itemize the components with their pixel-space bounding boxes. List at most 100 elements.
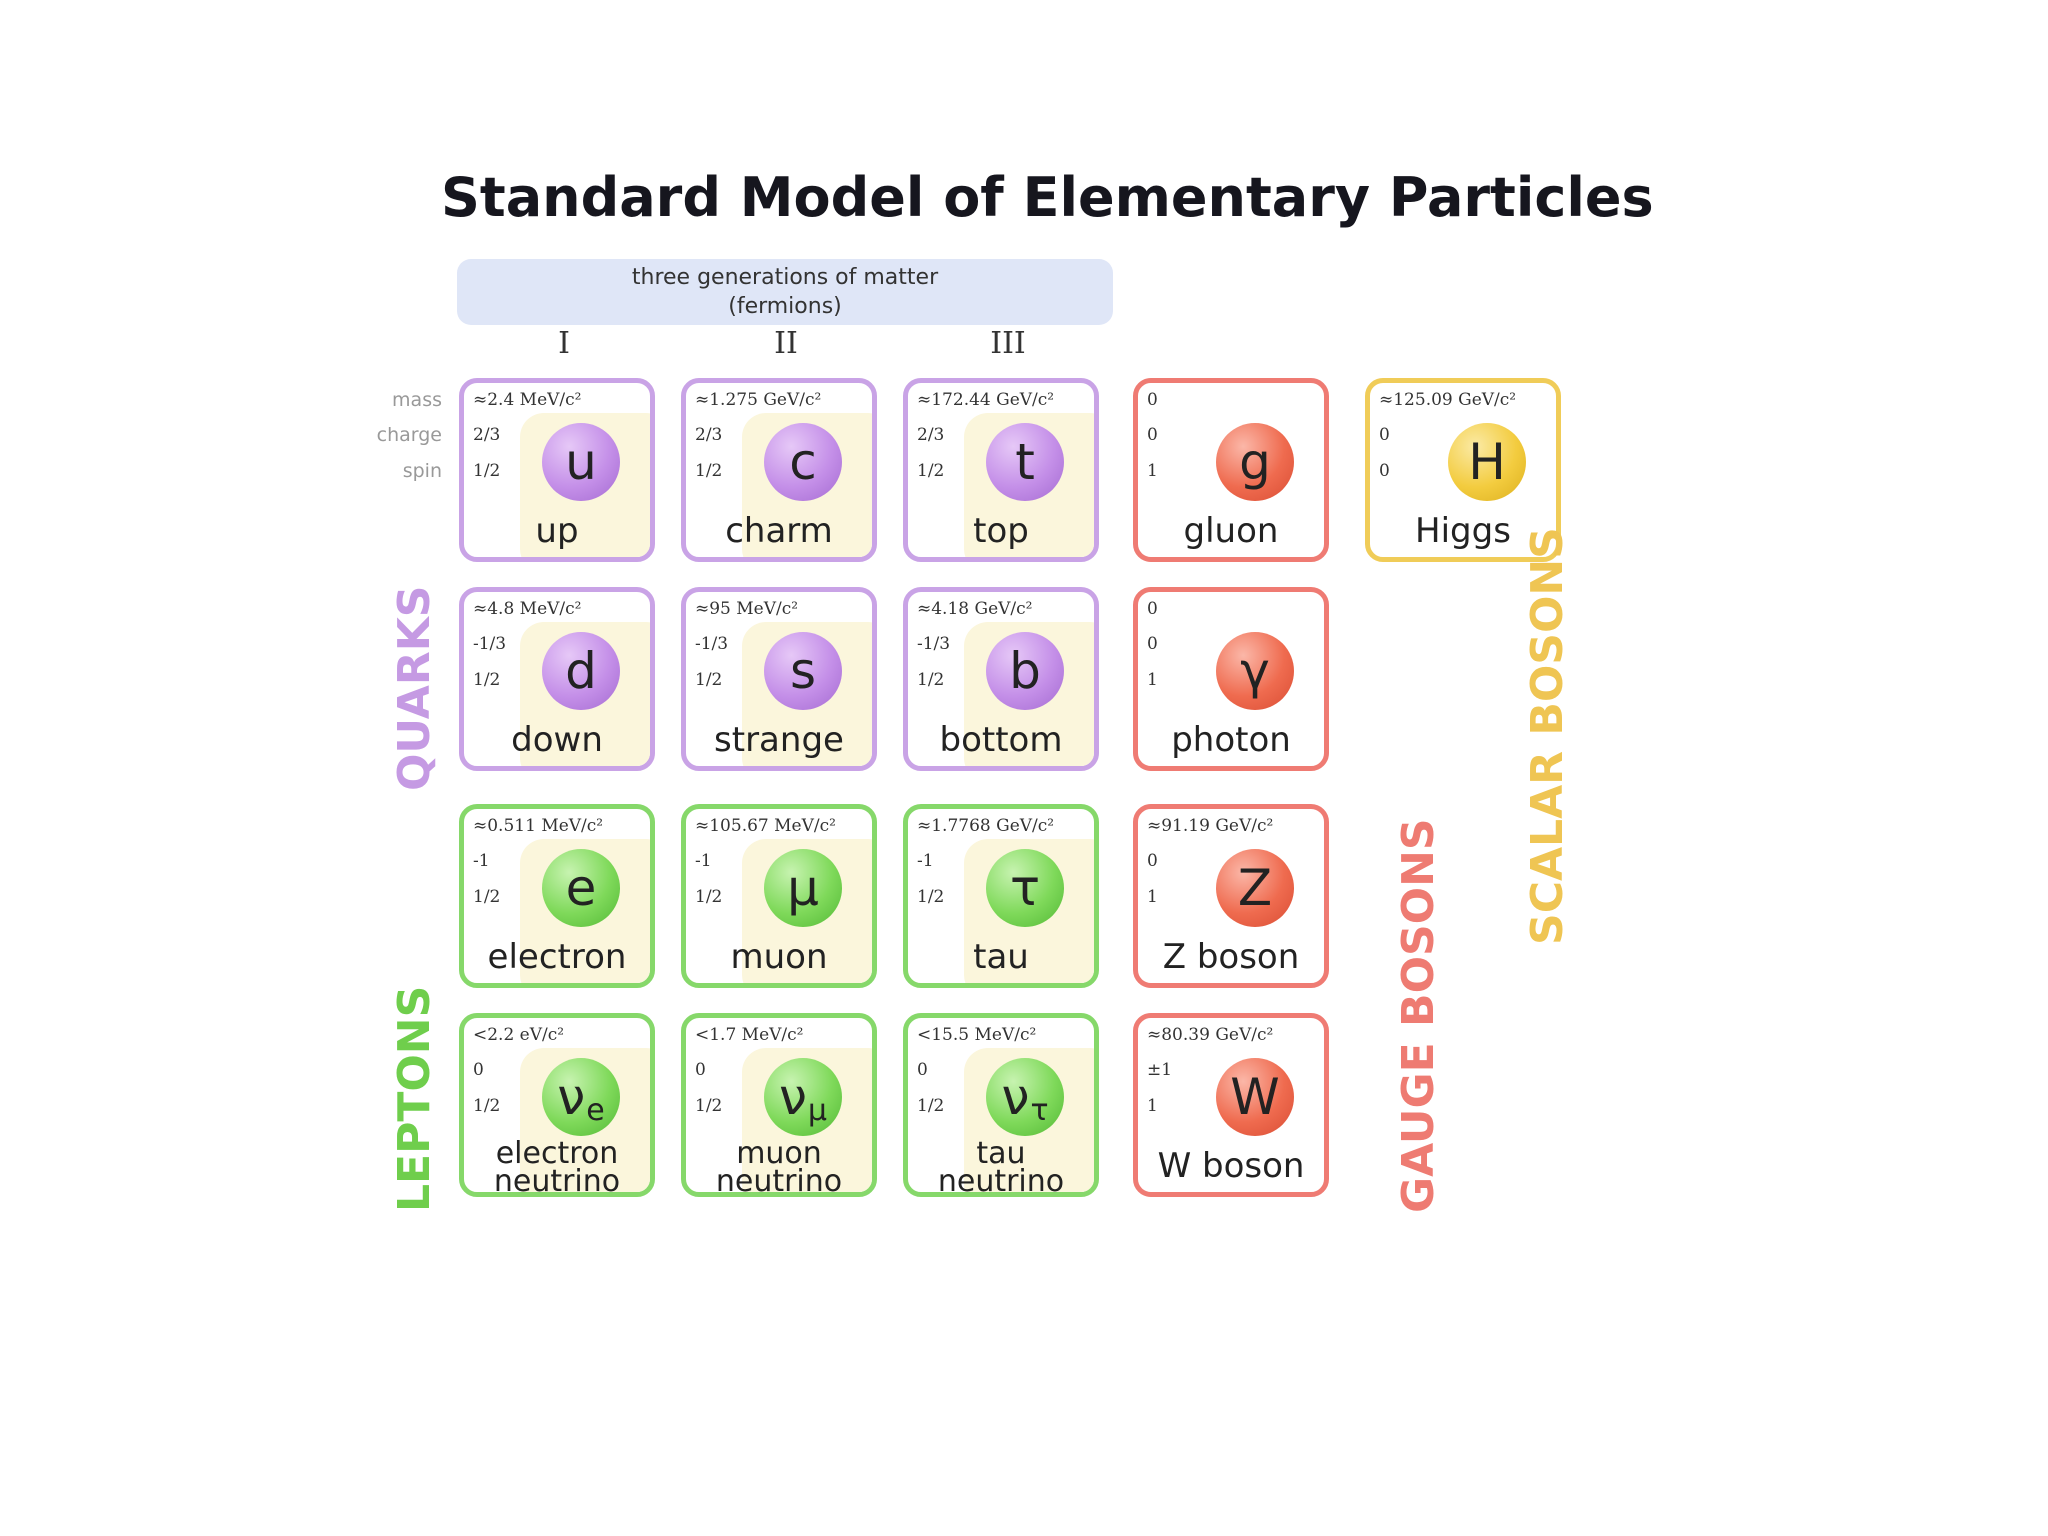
particle-charge: 0	[1147, 634, 1158, 654]
particle-name: W boson	[1157, 1146, 1305, 1186]
particle-card-z-boson: ≈91.19 GeV/c² 0 1 Z Z boson	[1133, 804, 1329, 988]
particle-charge: 0	[473, 1060, 484, 1080]
particle-charge: 0	[917, 1060, 928, 1080]
particle-mass: ≈4.8 MeV/c²	[473, 599, 582, 619]
symbol-subscript: τ	[1030, 1092, 1049, 1128]
particle-charge: -1/3	[473, 634, 507, 654]
particle-spin: 1/2	[917, 887, 945, 907]
particle-symbol: γ	[1216, 632, 1294, 710]
particle-card-higgs: ≈125.09 GeV/c² 0 0 H Higgs	[1365, 378, 1561, 562]
generations-banner: three generations of matter (fermions)	[457, 259, 1113, 325]
particle-spin: 1	[1147, 887, 1158, 907]
particle-name-line1: muon	[736, 1136, 822, 1171]
particle-name: gluon	[1183, 511, 1279, 551]
particle-mass: 0	[1147, 390, 1158, 410]
particle-symbol: u	[542, 423, 620, 501]
particle-mass: ≈125.09 GeV/c²	[1379, 390, 1517, 410]
particle-charge: -1	[473, 851, 490, 871]
particle-name: photon	[1171, 720, 1291, 760]
particle-mass: ≈80.39 GeV/c²	[1147, 1025, 1274, 1045]
legend-spin: spin	[402, 460, 442, 482]
symbol-text: H	[1468, 433, 1506, 491]
generation-numeral-3: III	[990, 326, 1026, 361]
particle-mass: ≈172.44 GeV/c²	[917, 390, 1055, 410]
particle-card-top: ≈172.44 GeV/c² 2/3 1/2 t top	[903, 378, 1099, 562]
legend-charge: charge	[376, 424, 442, 446]
particle-name-line2: neutrino	[493, 1164, 621, 1197]
symbol-text: ν	[557, 1068, 586, 1126]
particle-charge: -1/3	[917, 634, 951, 654]
particle-card-up: ≈2.4 MeV/c² 2/3 1/2 u up	[459, 378, 655, 562]
particle-name: down	[511, 720, 603, 760]
symbol-text: Z	[1237, 859, 1273, 917]
group-label-scalar-bosons: SCALAR BOSONS	[1522, 527, 1573, 945]
particle-charge: -1/3	[695, 634, 729, 654]
symbol-text: u	[565, 433, 597, 491]
particle-spin: 1/2	[695, 887, 723, 907]
group-label-leptons: LEPTONS	[389, 985, 440, 1212]
particle-symbol: t	[986, 423, 1064, 501]
particle-name: muon neutrino	[686, 1139, 872, 1197]
particle-spin: 1/2	[695, 1096, 723, 1116]
particle-spin: 1/2	[695, 461, 723, 481]
symbol-subscript: e	[586, 1092, 605, 1128]
symbol-text: g	[1239, 433, 1271, 491]
particle-name-line1: tau	[976, 1136, 1026, 1171]
particle-mass: <1.7 MeV/c²	[695, 1025, 804, 1045]
particle-mass: ≈4.18 GeV/c²	[917, 599, 1033, 619]
particle-charge: 0	[1147, 851, 1158, 871]
particle-spin: 1/2	[695, 670, 723, 690]
symbol-text: c	[789, 433, 817, 491]
particle-symbol: τ	[986, 849, 1064, 927]
particle-name: Z boson	[1162, 937, 1300, 977]
particle-card-tau: ≈1.7768 GeV/c² -1 1/2 τ tau	[903, 804, 1099, 988]
particle-mass: ≈91.19 GeV/c²	[1147, 816, 1274, 836]
particle-charge: 2/3	[917, 425, 945, 445]
symbol-text: ν	[778, 1068, 807, 1126]
particle-spin: 0	[1379, 461, 1390, 481]
particle-card-down: ≈4.8 MeV/c² -1/3 1/2 d down	[459, 587, 655, 771]
symbol-text: b	[1009, 642, 1041, 700]
particle-symbol: c	[764, 423, 842, 501]
particle-spin: 1/2	[917, 461, 945, 481]
group-label-quarks: QUARKS	[389, 585, 440, 792]
symbol-text: γ	[1240, 642, 1270, 700]
particle-mass: <2.2 eV/c²	[473, 1025, 565, 1045]
particle-name: tau neutrino	[908, 1139, 1094, 1197]
symbol-text: τ	[1009, 859, 1041, 917]
particle-mass: ≈1.7768 GeV/c²	[917, 816, 1055, 836]
symbol-text: d	[565, 642, 597, 700]
symbol-subscript: μ	[807, 1092, 828, 1128]
particle-name: up	[535, 511, 579, 551]
particle-card-strange: ≈95 MeV/c² -1/3 1/2 s strange	[681, 587, 877, 771]
generation-numeral-1: I	[558, 326, 570, 361]
symbol-text: t	[1015, 433, 1035, 491]
particle-symbol: μ	[764, 849, 842, 927]
particle-spin: 1	[1147, 461, 1158, 481]
particle-name-line2: neutrino	[937, 1164, 1065, 1197]
particle-mass: ≈105.67 MeV/c²	[695, 816, 836, 836]
particle-name-line2: neutrino	[715, 1164, 843, 1197]
particle-spin: 1/2	[473, 461, 501, 481]
particle-symbol: s	[764, 632, 842, 710]
particle-name: strange	[714, 720, 844, 760]
particle-charge: ±1	[1147, 1060, 1173, 1080]
symbol-text: W	[1230, 1068, 1280, 1126]
symbol-text: ν	[1001, 1068, 1030, 1126]
page-title: Standard Model of Elementary Particles	[441, 166, 1654, 229]
generation-numeral-2: II	[774, 326, 798, 361]
particle-charge: -1	[917, 851, 934, 871]
particle-spin: 1/2	[473, 670, 501, 690]
particle-mass: ≈95 MeV/c²	[695, 599, 799, 619]
particle-spin: 1/2	[473, 887, 501, 907]
particle-charge: 0	[1147, 425, 1158, 445]
particle-symbol: Z	[1216, 849, 1294, 927]
legend-mass: mass	[392, 389, 442, 411]
symbol-text: s	[789, 642, 817, 700]
particle-spin: 1	[1147, 670, 1158, 690]
particle-mass: 0	[1147, 599, 1158, 619]
